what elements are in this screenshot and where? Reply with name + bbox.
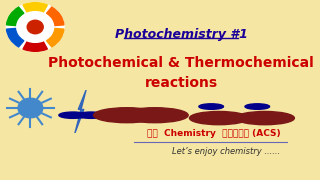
Circle shape (59, 112, 87, 118)
Text: Photochemistry #1: Photochemistry #1 (115, 28, 248, 40)
Circle shape (18, 12, 53, 42)
Wedge shape (23, 42, 47, 51)
Circle shape (189, 111, 248, 125)
Wedge shape (47, 28, 64, 47)
Circle shape (199, 104, 223, 109)
Text: Let’s enjoy chemistry ......: Let’s enjoy chemistry ...... (172, 147, 281, 156)
Wedge shape (6, 7, 24, 26)
Circle shape (6, 3, 64, 51)
Circle shape (18, 98, 43, 118)
Circle shape (77, 112, 105, 118)
Circle shape (245, 104, 269, 109)
Wedge shape (23, 3, 47, 12)
Wedge shape (47, 7, 64, 26)
Circle shape (27, 20, 43, 34)
Circle shape (93, 108, 160, 123)
Circle shape (122, 108, 188, 123)
Text: आओ  Chemistry  सीखें (ACS): आओ Chemistry सीखें (ACS) (147, 129, 281, 138)
Circle shape (236, 111, 294, 125)
Text: Photochemical & Thermochemical: Photochemical & Thermochemical (49, 56, 314, 70)
Polygon shape (75, 90, 86, 133)
Wedge shape (6, 28, 24, 47)
Text: reactions: reactions (145, 76, 218, 90)
